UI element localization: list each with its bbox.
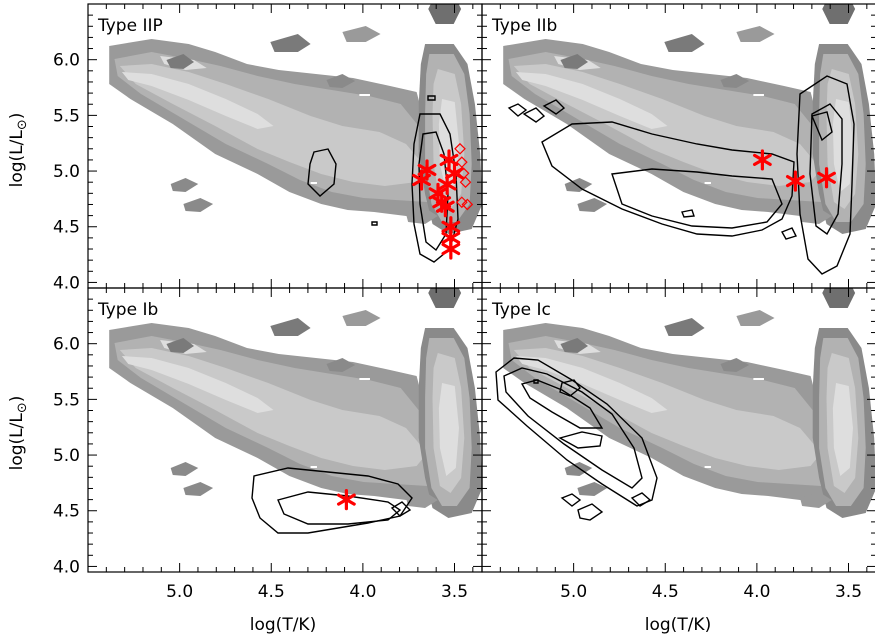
panel-title-3: Type Ib	[97, 300, 158, 320]
contour-line	[495, 357, 658, 507]
contour-line	[251, 467, 413, 534]
x-tick-label: 5.0	[560, 582, 587, 602]
panel-ticks-1	[88, 4, 482, 288]
contour-line	[503, 367, 643, 489]
y-tick-label: 5.0	[53, 446, 80, 466]
sn-progenitor-diamond	[459, 176, 472, 189]
y-tick-label: 4.5	[53, 502, 80, 522]
contour-line	[533, 379, 539, 384]
contour-line	[507, 103, 528, 117]
panel-background-1	[88, 4, 482, 288]
contour-line	[541, 121, 795, 237]
contour-line	[427, 95, 436, 101]
contour-group-3	[251, 467, 413, 534]
sn-progenitor-star	[817, 167, 836, 189]
panel-background-4	[482, 288, 875, 572]
x-tick-label: 5.0	[166, 582, 193, 602]
contour-line	[780, 227, 797, 240]
panel-ticks-4	[482, 288, 875, 572]
contour-line	[522, 107, 546, 123]
y-label-text: log(L/L	[7, 413, 27, 471]
panels-layer	[88, 4, 875, 572]
sn-progenitor-star	[336, 489, 356, 511]
contour-line	[277, 491, 402, 525]
overlays-layer	[251, 75, 855, 534]
y-label-close: )	[7, 113, 27, 120]
x-tick-label: 3.5	[835, 582, 862, 602]
contour-line	[411, 113, 459, 263]
contour-line	[611, 168, 783, 229]
panel-background-2	[482, 4, 875, 288]
sn-progenitor-star	[417, 159, 437, 181]
contour-line	[681, 209, 695, 218]
y-tick-label: 4.0	[53, 273, 80, 293]
panel-title-4: Type Ic	[491, 300, 551, 320]
frames-layer: Type IIP 4.0 4.5 5.0 5.5 6.0 Type IIb Type Ib 4.…	[53, 3, 875, 602]
contour-group-4	[495, 357, 658, 521]
contour-line	[811, 111, 833, 142]
sn-progenitor-diamond	[455, 196, 468, 209]
sn-progenitor-star	[435, 196, 455, 218]
contour-line	[390, 501, 412, 517]
contour-line	[560, 493, 582, 507]
contour-group-1	[307, 95, 474, 263]
contour-line	[418, 131, 449, 252]
x-tick-label: 4.0	[743, 582, 770, 602]
panel-title-1: Type IIP	[97, 16, 163, 36]
y-label-text: log(L/L	[7, 130, 27, 188]
y-tick-label: 5.5	[53, 106, 80, 126]
panel-title-2: Type IIb	[491, 16, 557, 36]
contour-line	[577, 503, 604, 521]
sn-progenitor-star	[785, 170, 805, 192]
y-label-sun-symbol: ⊙	[15, 119, 30, 130]
contour-line	[371, 221, 378, 226]
x-tick-label: 4.5	[652, 582, 679, 602]
contour-line	[558, 431, 603, 449]
svg-text:log(L/L⊙): log(L/L⊙)	[7, 113, 30, 188]
x-tick-label: 3.5	[441, 582, 468, 602]
contour-line	[796, 75, 855, 275]
y-tick-label: 4.0	[53, 557, 80, 577]
sn-progenitor-diamond	[454, 142, 466, 155]
x-tick-label: 4.5	[258, 582, 285, 602]
sn-progenitor-star	[752, 149, 772, 171]
x-tick-label: 4.0	[349, 582, 376, 602]
contour-line	[520, 379, 604, 429]
y-tick-label: 5.0	[53, 162, 80, 182]
y-tick-label: 5.5	[53, 390, 80, 410]
panel-background-3	[88, 288, 482, 572]
x-axis-label-left: log(T/K)	[250, 615, 316, 635]
contour-line	[630, 492, 652, 507]
y-axis-label-bottom: log(L/L⊙)	[7, 396, 30, 471]
sn-progenitor-star	[445, 162, 464, 184]
y-label-sun-symbol: ⊙	[15, 402, 30, 413]
y-tick-label: 4.5	[53, 218, 80, 238]
x-axis-label-right: log(T/K)	[645, 615, 711, 635]
y-axis-label-top: log(L/L⊙)	[7, 113, 30, 188]
sn-progenitor-diamond	[461, 198, 474, 211]
contour-line	[809, 103, 843, 236]
y-tick-label: 6.0	[53, 335, 80, 355]
contour-group-2	[507, 75, 855, 275]
sn-progenitor-diamond	[455, 156, 468, 168]
contour-line	[542, 99, 566, 115]
panel-frame-4	[481, 287, 875, 573]
panel-ticks-3	[88, 288, 482, 572]
contour-line	[559, 379, 581, 397]
y-label-close: )	[7, 396, 27, 403]
svg-text:log(L/L⊙): log(L/L⊙)	[7, 396, 30, 471]
contour-line	[307, 148, 337, 197]
y-tick-label: 6.0	[53, 51, 80, 71]
sn-progenitor-star	[441, 238, 461, 260]
